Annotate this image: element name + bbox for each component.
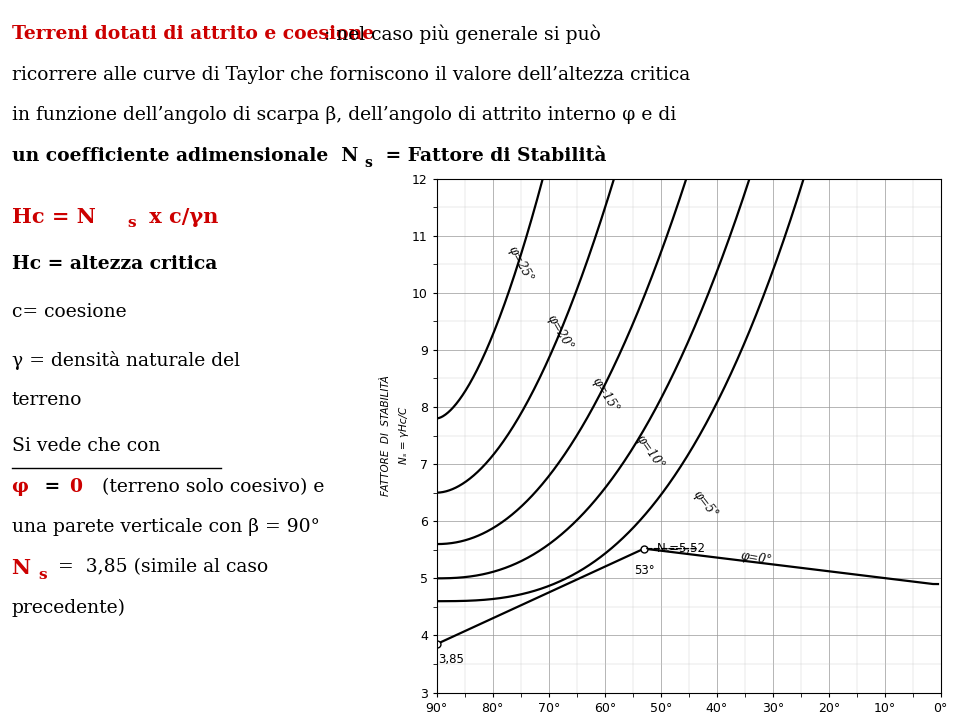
Text: φ: φ: [12, 478, 29, 496]
Text: ricorrere alle curve di Taylor che forniscono il valore dell’altezza critica: ricorrere alle curve di Taylor che forni…: [12, 66, 690, 84]
Text: Nₛ=5,52: Nₛ=5,52: [657, 542, 706, 555]
Text: s: s: [365, 156, 372, 170]
Text: Hc = altezza critica: Hc = altezza critica: [12, 255, 217, 273]
Text: φ=5°: φ=5°: [691, 488, 720, 521]
Text: γ = densità naturale del: γ = densità naturale del: [12, 351, 240, 370]
Text: φ=15°: φ=15°: [588, 376, 621, 416]
Text: terreno: terreno: [12, 391, 82, 409]
Text: una parete verticale con β = 90°: una parete verticale con β = 90°: [12, 518, 320, 536]
Text: x c/γn: x c/γn: [142, 207, 219, 227]
Text: Si vede che con: Si vede che con: [12, 437, 160, 455]
Text: =  3,85 (simile al caso: = 3,85 (simile al caso: [52, 558, 268, 576]
Text: = Fattore di Stabilità: = Fattore di Stabilità: [379, 147, 607, 165]
Text: 53°: 53°: [634, 564, 655, 577]
Text: un coefficiente adimensionale  N: un coefficiente adimensionale N: [12, 147, 358, 165]
Text: Hc = N: Hc = N: [12, 207, 95, 227]
Text: φ=0°: φ=0°: [739, 549, 773, 568]
Text: 0: 0: [69, 478, 83, 496]
Text: φ=10°: φ=10°: [633, 433, 666, 473]
Text: s: s: [38, 568, 47, 582]
Text: φ=25°: φ=25°: [506, 244, 536, 284]
Text: FATTORE  DI  STABILITÀ: FATTORE DI STABILITÀ: [381, 375, 392, 496]
Text: Nₛ = γHc/C: Nₛ = γHc/C: [399, 407, 409, 464]
Text: c= coesione: c= coesione: [12, 303, 126, 321]
Text: : nel caso più generale si può: : nel caso più generale si può: [12, 25, 600, 44]
Text: 3,85: 3,85: [438, 653, 464, 665]
Text: Terreni dotati di attrito e coesione: Terreni dotati di attrito e coesione: [12, 25, 373, 43]
Text: in funzione dell’angolo di scarpa β, dell’angolo di attrito interno φ e di: in funzione dell’angolo di scarpa β, del…: [12, 106, 676, 124]
Text: =: =: [38, 478, 67, 496]
Text: s: s: [128, 216, 136, 231]
Text: precedente): precedente): [12, 598, 126, 617]
Text: (terreno solo coesivo) e: (terreno solo coesivo) e: [84, 478, 324, 496]
Text: N: N: [12, 558, 31, 578]
Text: φ=20°: φ=20°: [544, 313, 575, 353]
